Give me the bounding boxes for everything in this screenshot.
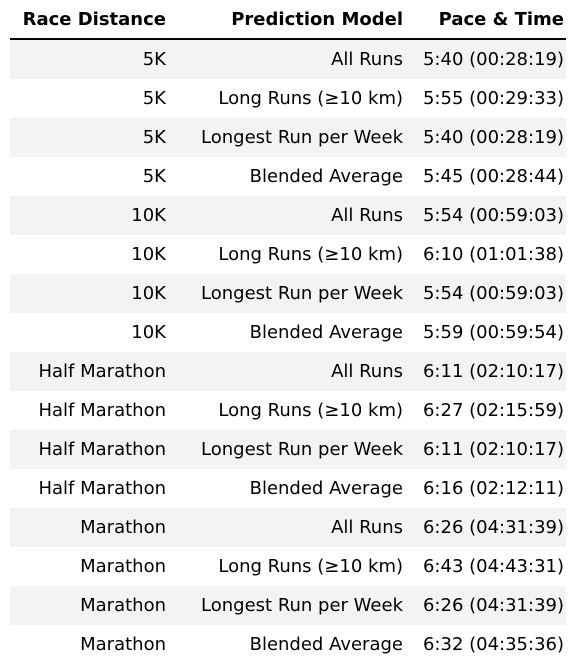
table-row: 5K Blended Average 5:45 (00:28:44) [10,157,566,196]
cell-race-distance: Half Marathon [10,430,168,469]
table-row: 10K All Runs 5:54 (00:59:03) [10,196,566,235]
cell-race-distance: Marathon [80,634,166,655]
cell-prediction-model: Long Runs (≥10 km) [218,88,403,109]
table-row: Marathon Blended Average 6:32 (04:35:36) [10,625,566,664]
cell-race-distance: 10K [131,322,166,343]
cell-prediction-model: Longest Run per Week [168,118,405,157]
cell-pace-time: 6:26 (04:31:39) [405,508,566,547]
cell-race-distance: Half Marathon [38,478,166,499]
cell-prediction-model: Long Runs (≥10 km) [218,556,403,577]
cell-pace-time: 6:43 (04:43:31) [422,556,564,577]
cell-pace-time: 5:40 (00:28:19) [405,118,566,157]
header-race-distance: Race Distance [10,0,168,40]
cell-race-distance: Marathon [10,508,168,547]
table-row: 5K Longest Run per Week 5:40 (00:28:19) [10,118,566,157]
table-row: 10K Blended Average 5:59 (00:59:54) [10,313,566,352]
table-row: 5K All Runs 5:40 (00:28:19) [10,39,566,79]
table-row: 5K Long Runs (≥10 km) 5:55 (00:29:33) [10,79,566,118]
cell-pace-time: 6:27 (02:15:59) [422,400,564,421]
cell-race-distance: 10K [10,274,168,313]
header-row: Race Distance Prediction Model Pace & Time [10,0,566,40]
table-row: 10K Long Runs (≥10 km) 6:10 (01:01:38) [10,235,566,274]
cell-race-distance: 5K [142,88,166,109]
table-header: Race Distance Prediction Model Pace & Time [10,0,566,40]
cell-prediction-model: Long Runs (≥10 km) [218,400,403,421]
prediction-table-container: Race Distance Prediction Model Pace & Time… [10,0,566,664]
table-body: 5K All Runs 5:40 (00:28:19) 5K Long Runs (≥1… [10,39,566,664]
cell-prediction-model: All Runs [168,352,405,391]
race-prediction-table: Race Distance Prediction Model Pace & Time… [10,0,566,664]
table-row: Half Marathon Long Runs (≥10 km) 6:27 (02:… [10,391,566,430]
cell-prediction-model: All Runs [168,508,405,547]
cell-pace-time: 6:11 (02:10:17) [405,430,566,469]
cell-pace-time: 6:10 (01:01:38) [422,244,564,265]
header-pace-time: Pace & Time [405,0,566,40]
cell-pace-time: 5:55 (00:29:33) [422,88,564,109]
cell-race-distance: 5K [142,166,166,187]
cell-pace-time: 6:32 (04:35:36) [422,634,564,655]
cell-race-distance: 10K [131,244,166,265]
cell-prediction-model: Blended Average [249,478,403,499]
cell-race-distance: Half Marathon [10,352,168,391]
cell-prediction-model: Blended Average [249,634,403,655]
table-row: Half Marathon All Runs 6:11 (02:10:17) [10,352,566,391]
cell-prediction-model: All Runs [168,39,405,79]
cell-pace-time: 6:16 (02:12:11) [422,478,564,499]
table-row: Marathon Longest Run per Week 6:26 (04:31:… [10,586,566,625]
cell-pace-time: 5:54 (00:59:03) [405,196,566,235]
cell-prediction-model: All Runs [168,196,405,235]
cell-pace-time: 6:26 (04:31:39) [405,586,566,625]
cell-pace-time: 6:11 (02:10:17) [405,352,566,391]
cell-race-distance: Marathon [80,556,166,577]
cell-race-distance: 5K [10,39,168,79]
cell-race-distance: Half Marathon [38,400,166,421]
cell-prediction-model: Blended Average [249,166,403,187]
cell-pace-time: 5:54 (00:59:03) [405,274,566,313]
cell-race-distance: 10K [10,196,168,235]
cell-prediction-model: Blended Average [249,322,403,343]
table-row: 10K Longest Run per Week 5:54 (00:59:03) [10,274,566,313]
cell-prediction-model: Longest Run per Week [168,430,405,469]
table-row: Marathon All Runs 6:26 (04:31:39) [10,508,566,547]
cell-prediction-model: Longest Run per Week [168,274,405,313]
header-prediction-model: Prediction Model [168,0,405,40]
cell-pace-time: 5:40 (00:28:19) [405,39,566,79]
cell-prediction-model: Long Runs (≥10 km) [218,244,403,265]
cell-race-distance: Marathon [10,586,168,625]
table-row: Half Marathon Longest Run per Week 6:11 (0… [10,430,566,469]
cell-pace-time: 5:59 (00:59:54) [422,322,564,343]
cell-race-distance: 5K [10,118,168,157]
cell-pace-time: 5:45 (00:28:44) [422,166,564,187]
table-row: Marathon Long Runs (≥10 km) 6:43 (04:43:31… [10,547,566,586]
cell-prediction-model: Longest Run per Week [168,586,405,625]
table-row: Half Marathon Blended Average 6:16 (02:12:… [10,469,566,508]
